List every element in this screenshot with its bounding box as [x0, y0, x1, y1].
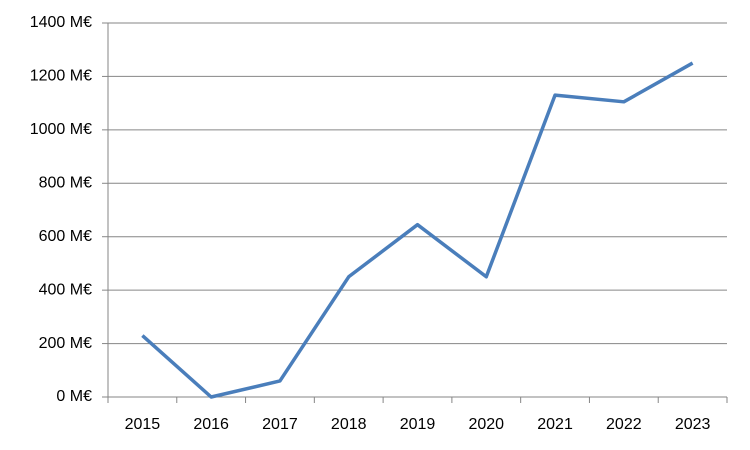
y-tick-label: 1200 M€ [30, 68, 92, 85]
x-tick-label: 2023 [675, 416, 711, 433]
x-tick-label: 2015 [125, 416, 161, 433]
x-tick-label: 2021 [537, 416, 573, 433]
y-tick-label: 200 M€ [39, 335, 92, 352]
y-tick-label: 600 M€ [39, 228, 92, 245]
x-tick-label: 2017 [262, 416, 298, 433]
x-tick-label: 2018 [331, 416, 367, 433]
y-tick-label: 1000 M€ [30, 121, 92, 138]
y-tick-label: 0 M€ [56, 388, 92, 405]
y-tick-label: 800 M€ [39, 175, 92, 192]
y-tick-label: 1400 M€ [30, 14, 92, 31]
data-line [141, 61, 694, 399]
x-tick-label: 2016 [193, 416, 229, 433]
y-tick-label: 400 M€ [39, 281, 92, 298]
x-tick-label: 2020 [468, 416, 504, 433]
x-tick-label: 2022 [606, 416, 642, 433]
x-tick-label: 2019 [400, 416, 436, 433]
